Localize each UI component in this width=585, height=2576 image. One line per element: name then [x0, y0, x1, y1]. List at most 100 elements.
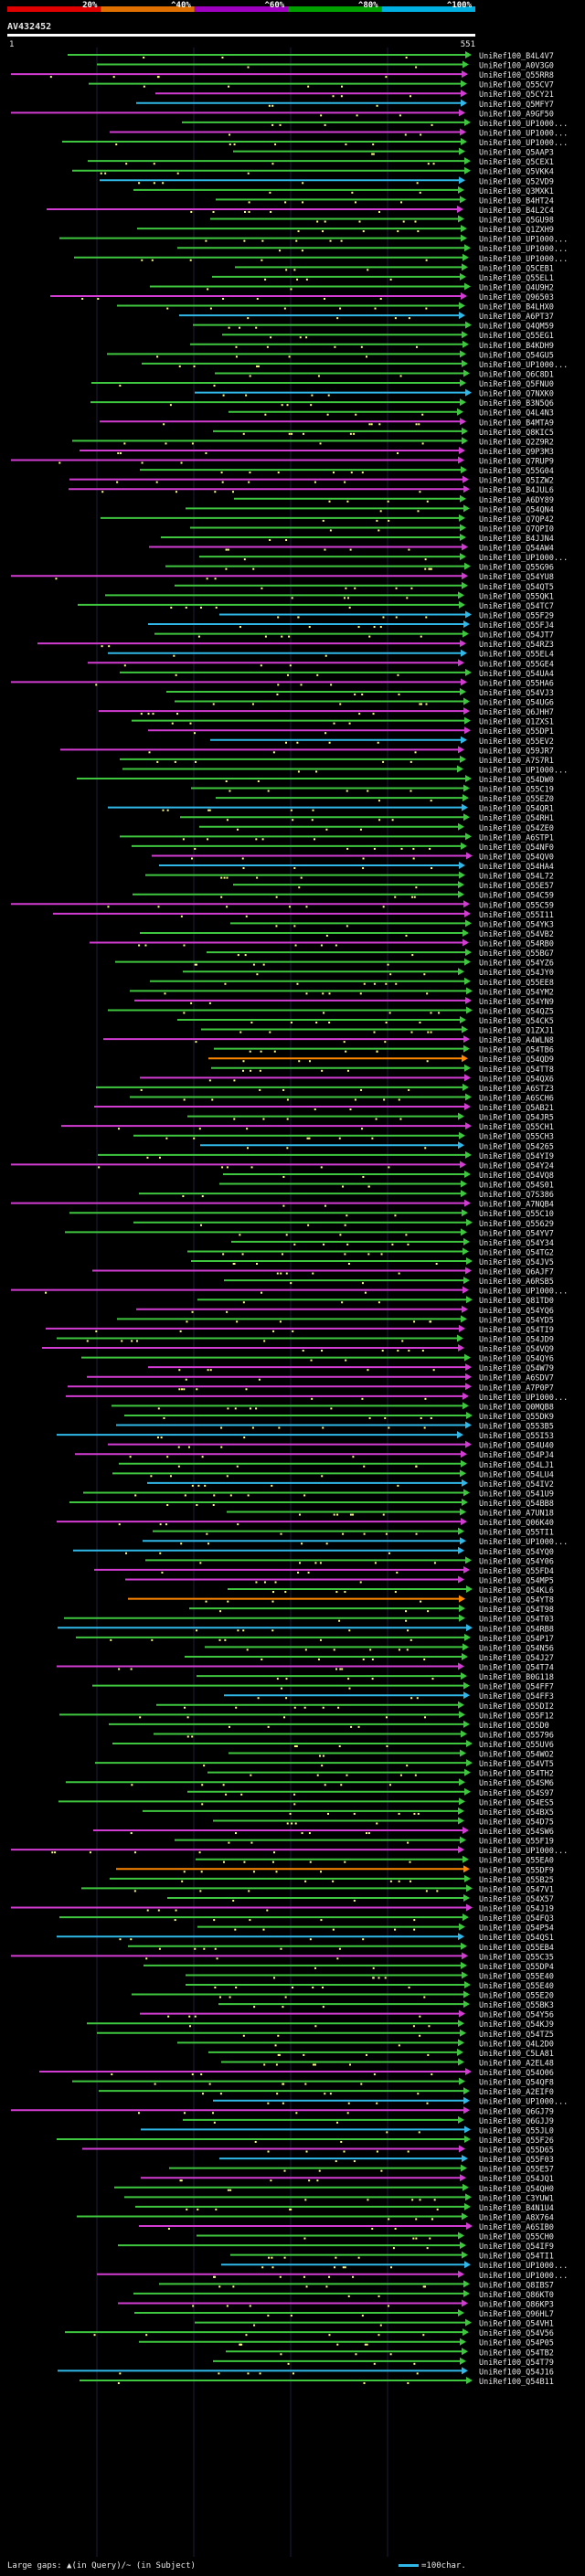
gap-marker [191, 442, 194, 445]
hit-label: UniRef100_Q54X57 [479, 1895, 554, 1904]
gap-marker [250, 1069, 252, 1072]
hit-label: UniRef100_Q3MXK1 [479, 187, 554, 196]
gap-marker [173, 654, 176, 657]
gap-marker [312, 2063, 314, 2066]
hit-label: UniRef100_Q55FJ4 [479, 621, 554, 631]
gap-marker [292, 2372, 294, 2375]
alignment-arrow [464, 1353, 471, 1362]
gap-marker [394, 2228, 397, 2230]
alignment-arrow [460, 524, 466, 532]
gap-marker [233, 1118, 236, 1120]
gap-marker [410, 1880, 412, 1882]
hit-label: UniRef100_Q54VB2 [479, 930, 554, 939]
gap-marker [297, 770, 300, 773]
gap-marker [324, 123, 326, 126]
alignment-arrow [459, 1131, 465, 1140]
gap-marker [322, 1426, 324, 1429]
hit-label: UniRef100_Q54FF7 [479, 1683, 554, 1692]
gap-marker [372, 1966, 375, 1969]
alignment-arrow [459, 109, 465, 117]
alignment-arrow [459, 1605, 465, 1613]
alignment-arrow [457, 2048, 463, 2056]
hit-label: UniRef100_Q0MQB8 [479, 1403, 554, 1412]
gap-marker [415, 1532, 418, 1535]
gap-marker [426, 2247, 429, 2250]
alignment-arrow [462, 1652, 468, 1660]
gap-marker [385, 982, 388, 985]
gap-marker [293, 1793, 296, 1796]
alignment-arrow [459, 871, 465, 879]
gap-marker [160, 1436, 163, 1439]
gap-marker [236, 1320, 239, 1323]
gap-marker [239, 2343, 242, 2346]
hit-label: UniRef100_Q96HL7 [479, 2310, 554, 2319]
hit-label: UniRef100_Q54HA4 [479, 863, 554, 872]
gap-marker [203, 1765, 206, 1767]
gap-marker [201, 1456, 204, 1458]
gap-marker [373, 847, 376, 850]
alignment-arrow [466, 1218, 473, 1226]
gap-marker [245, 915, 248, 917]
gap-marker [328, 741, 331, 744]
gap-marker [284, 1591, 287, 1594]
gap-marker [412, 857, 415, 860]
gap-marker [178, 1388, 181, 1391]
gap-marker [430, 1416, 432, 1419]
alignment-arrow [458, 2058, 464, 2066]
gap-marker [335, 2160, 337, 2163]
gap-marker [257, 365, 260, 367]
gap-marker [129, 1456, 132, 1458]
gap-marker [413, 2362, 416, 2365]
gap-marker [419, 491, 421, 493]
hit-label: UniRef100_Q55C35 [479, 1953, 554, 1962]
gap-marker [218, 2372, 220, 2375]
alignment-arrow [459, 2145, 465, 2153]
gap-marker [363, 1532, 366, 1535]
hit-label: UniRef100_Q55D65 [479, 2147, 554, 2156]
gap-marker [276, 1678, 279, 1680]
gap-marker [360, 345, 363, 348]
gap-marker [342, 2266, 345, 2269]
alignment-arrow [458, 746, 464, 754]
gap-marker [428, 567, 431, 570]
gap-marker [412, 847, 415, 850]
gap-marker [137, 2112, 140, 2115]
gap-marker [245, 2334, 248, 2337]
alignment-arrow [462, 1971, 468, 1979]
alignment-arrow [461, 1228, 467, 1236]
gap-marker [367, 1369, 369, 1372]
gap-marker [243, 239, 246, 242]
hit-label: UniRef100_Q54TH2 [479, 1770, 554, 1779]
gap-marker [221, 57, 224, 58]
gap-marker [116, 481, 119, 483]
gap-marker [206, 578, 208, 580]
gap-marker [235, 355, 238, 358]
gap-marker [363, 982, 366, 985]
gap-marker [286, 1098, 289, 1101]
gap-marker [323, 1243, 325, 1246]
gap-marker [256, 298, 259, 300]
gap-marker [429, 847, 431, 850]
gap-marker [426, 1060, 429, 1063]
scale-legend: =100char. [399, 2561, 466, 2571]
hit-label: UniRef100_Q54RB0 [479, 940, 554, 949]
alignment-arrow [462, 2367, 468, 2375]
gap-marker [417, 1812, 420, 1815]
gap-marker [407, 1243, 410, 1246]
gap-marker [394, 1591, 397, 1594]
alignment-arrow [463, 1083, 469, 1091]
gap-marker [229, 790, 231, 792]
alignment-arrow [462, 359, 468, 367]
gap-marker [436, 2208, 439, 2210]
hit-label: UniRef100_UP1000... [479, 766, 568, 775]
gap-marker [338, 1745, 341, 1747]
gap-marker [419, 2199, 421, 2201]
gap-marker [153, 182, 155, 185]
gap-marker [328, 1022, 331, 1023]
gap-marker [344, 1860, 346, 1863]
gap-marker [157, 1909, 160, 1912]
gap-marker [314, 1966, 317, 1969]
hit-label: UniRef100_Q5IZW2 [479, 477, 554, 486]
hit-label: UniRef100_Q55RR8 [479, 71, 554, 80]
gap-marker [249, 375, 251, 377]
